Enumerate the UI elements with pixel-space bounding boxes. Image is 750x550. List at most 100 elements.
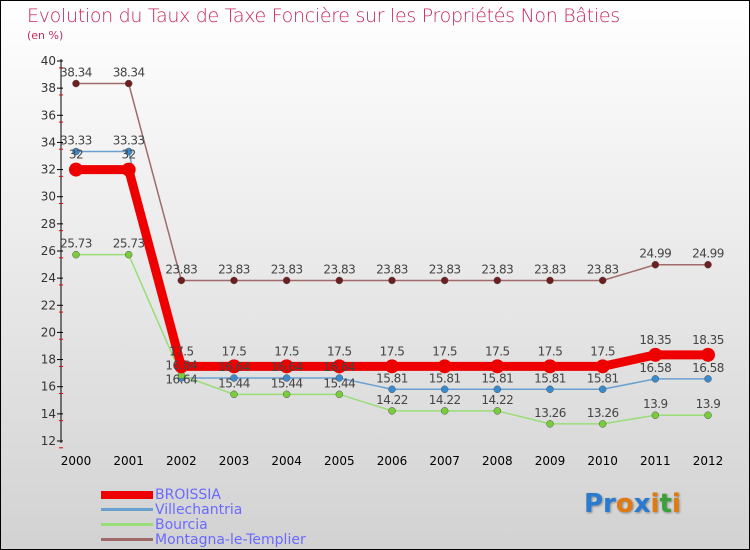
data-point xyxy=(227,359,241,374)
data-label: 16.64 xyxy=(271,360,303,374)
data-label: 32 xyxy=(122,148,136,162)
data-point xyxy=(279,359,294,374)
chart-subtitle: (en %) xyxy=(27,29,64,42)
data-point xyxy=(332,359,347,374)
legend-swatch xyxy=(101,523,153,526)
data-label: 23.83 xyxy=(165,262,197,276)
x-tick-label: 2004 xyxy=(271,454,302,468)
y-tick-label: 36 xyxy=(41,108,56,122)
chart-title: Evolution du Taux de Taxe Foncière sur l… xyxy=(27,5,620,27)
x-tick-label: 2001 xyxy=(113,454,144,468)
data-label: 23.83 xyxy=(481,262,513,276)
data-point xyxy=(121,162,136,177)
data-label: 13.9 xyxy=(696,397,721,411)
data-label: 13.26 xyxy=(587,406,619,420)
data-label: 38.34 xyxy=(60,66,92,80)
data-point xyxy=(704,375,712,383)
data-label: 15.81 xyxy=(534,371,566,385)
data-label: 13.26 xyxy=(534,406,566,420)
legend-label: Montagna-le-Templier xyxy=(155,531,306,548)
x-tick-label: 2012 xyxy=(693,454,724,468)
data-label: 18.35 xyxy=(639,333,671,347)
data-label: 16.58 xyxy=(692,361,724,375)
y-tick-label: 38 xyxy=(41,81,56,95)
data-label: 38.34 xyxy=(113,66,145,80)
data-point xyxy=(437,359,452,374)
legend-item: Bourcia xyxy=(101,516,208,533)
data-label: 17.5 xyxy=(538,344,563,358)
data-label: 25.73 xyxy=(60,237,92,251)
y-tick-label: 12 xyxy=(41,434,56,448)
data-label: 15.81 xyxy=(376,371,408,385)
data-point xyxy=(493,385,502,394)
plot-area: 12 14 16 18 20 22 24 26 28 30 32 34 36 38 40 2000 2001 20… xyxy=(41,54,725,468)
data-point xyxy=(704,411,712,419)
data-point xyxy=(124,147,133,156)
data-point xyxy=(388,407,396,415)
data-label: 23.83 xyxy=(587,262,619,276)
y-tick-label: 28 xyxy=(41,217,56,231)
data-point xyxy=(230,276,238,285)
data-label: 16.64 xyxy=(323,360,355,374)
proxiti-logo: Proxiti xyxy=(584,489,681,519)
data-point xyxy=(282,374,291,382)
data-point xyxy=(701,347,715,362)
data-point xyxy=(546,385,554,394)
data-point xyxy=(493,276,502,285)
data-label: 14.22 xyxy=(481,393,513,407)
series-line-Montagna-le-Templier xyxy=(76,82,708,282)
data-label: 33.33 xyxy=(113,134,145,148)
data-point xyxy=(174,359,189,374)
legend-label: Bourcia xyxy=(155,516,208,533)
y-tick-label: 14 xyxy=(41,407,56,421)
data-label: 16.64 xyxy=(218,360,250,374)
x-tick-label: 2000 xyxy=(61,454,92,468)
data-point xyxy=(72,79,80,88)
y-tick-label: 24 xyxy=(41,271,56,285)
data-point xyxy=(72,147,80,156)
data-point xyxy=(543,359,557,374)
legend-swatch xyxy=(101,490,153,499)
x-tick-label: 2002 xyxy=(166,454,197,468)
data-label: 15.44 xyxy=(271,376,303,390)
data-label: 17.5 xyxy=(222,344,247,358)
data-label: 17.5 xyxy=(485,344,510,358)
legend-item: BROISSIA xyxy=(101,486,221,503)
data-label: 23.83 xyxy=(376,262,408,276)
data-label: 17.5 xyxy=(274,344,299,358)
y-tick-label: 26 xyxy=(41,244,56,258)
x-tick-label: 2007 xyxy=(429,454,460,468)
data-label: 18.35 xyxy=(692,333,724,347)
data-point xyxy=(546,420,554,428)
legend-label: BROISSIA xyxy=(155,486,221,503)
data-label: 15.44 xyxy=(323,376,355,390)
y-tick-label: 34 xyxy=(41,135,56,149)
x-tick-label: 2010 xyxy=(587,454,618,468)
data-label: 16.64 xyxy=(165,372,197,386)
x-tick-label: 2011 xyxy=(640,454,671,468)
legend-swatch xyxy=(101,538,153,541)
data-label: 32 xyxy=(69,148,83,162)
y-tick-label: 16 xyxy=(41,380,56,394)
data-label: 17.5 xyxy=(169,344,194,358)
data-point xyxy=(493,407,502,415)
data-point xyxy=(282,390,291,399)
data-point xyxy=(440,385,449,394)
data-point xyxy=(230,390,238,399)
data-label: 15.81 xyxy=(481,371,513,385)
data-label: 16.58 xyxy=(639,361,671,375)
legend-swatch xyxy=(101,508,153,511)
data-label: 25.73 xyxy=(113,237,145,251)
data-point xyxy=(440,407,449,415)
data-label: 14.22 xyxy=(429,393,461,407)
data-point xyxy=(72,250,80,259)
data-label: 23.83 xyxy=(534,262,566,276)
data-label: 15.81 xyxy=(429,371,461,385)
data-point xyxy=(124,250,133,259)
data-label: 16.84 xyxy=(165,358,197,372)
data-label: 33.33 xyxy=(60,134,92,148)
x-tick-label: 2008 xyxy=(482,454,513,468)
data-label: 23.83 xyxy=(323,262,355,276)
data-label: 23.83 xyxy=(429,262,461,276)
x-tick-label: 2006 xyxy=(377,454,408,468)
